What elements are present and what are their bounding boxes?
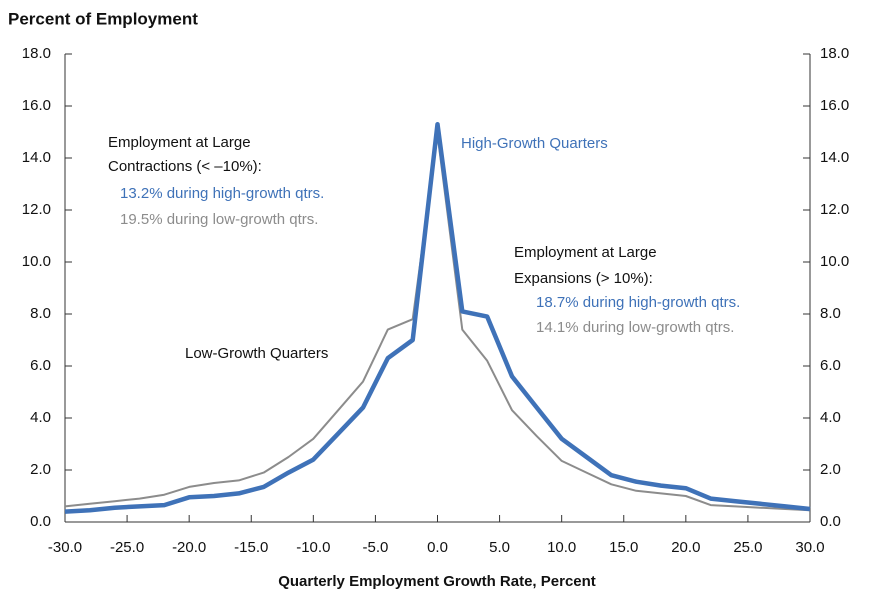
- series-label: Low-Growth Quarters: [185, 345, 328, 362]
- annotation: Contractions (< –10%):: [108, 158, 262, 175]
- y-tick-label: 12.0: [22, 201, 51, 218]
- y-tick-label: 4.0: [30, 409, 51, 426]
- y-tick-label: 14.0: [22, 149, 51, 166]
- y-tick-label: 0.0: [30, 513, 51, 530]
- x-tick-label: 30.0: [795, 539, 824, 556]
- y-tick-label-right: 14.0: [820, 149, 849, 166]
- x-tick-label: -25.0: [110, 539, 144, 556]
- series-label: High-Growth Quarters: [461, 135, 608, 152]
- y-tick-label: 10.0: [22, 253, 51, 270]
- y-tick-label: 18.0: [22, 45, 51, 62]
- annotation: 19.5% during low-growth qtrs.: [120, 211, 318, 228]
- y-tick-label: 8.0: [30, 305, 51, 322]
- chart-title: Percent of Employment: [8, 9, 198, 28]
- y-tick-label-right: 12.0: [820, 201, 849, 218]
- y-tick-label-right: 4.0: [820, 409, 841, 426]
- x-tick-label: -15.0: [234, 539, 268, 556]
- annotation: Employment at Large: [514, 244, 657, 261]
- annotation: 14.1% during low-growth qtrs.: [536, 319, 734, 336]
- annotation: Expansions (> 10%):: [514, 270, 653, 287]
- x-tick-label: -20.0: [172, 539, 206, 556]
- x-tick-label: 10.0: [547, 539, 576, 556]
- x-tick-label: 25.0: [733, 539, 762, 556]
- x-tick-label: -10.0: [296, 539, 330, 556]
- series-line: [64, 121, 811, 514]
- y-tick-label-right: 18.0: [820, 45, 849, 62]
- y-tick-label-right: 0.0: [820, 513, 841, 530]
- y-tick-label-right: 10.0: [820, 253, 849, 270]
- y-tick-label: 16.0: [22, 97, 51, 114]
- x-tick-label: 5.0: [489, 539, 510, 556]
- y-tick-label-right: 2.0: [820, 461, 841, 478]
- x-tick-label: -30.0: [48, 539, 82, 556]
- y-tick-label: 6.0: [30, 357, 51, 374]
- y-tick-label-right: 6.0: [820, 357, 841, 374]
- y-tick-label: 2.0: [30, 461, 51, 478]
- y-tick-label-right: 8.0: [820, 305, 841, 322]
- x-tick-label: 0.0: [427, 539, 448, 556]
- x-tick-label: 20.0: [671, 539, 700, 556]
- y-tick-label-right: 16.0: [820, 97, 849, 114]
- annotation: Employment at Large: [108, 134, 251, 151]
- x-tick-label: -5.0: [362, 539, 388, 556]
- x-tick-label: 15.0: [609, 539, 638, 556]
- annotation: 13.2% during high-growth qtrs.: [120, 185, 324, 202]
- annotation: 18.7% during high-growth qtrs.: [536, 294, 740, 311]
- x-axis-label: Quarterly Employment Growth Rate, Percen…: [278, 573, 596, 590]
